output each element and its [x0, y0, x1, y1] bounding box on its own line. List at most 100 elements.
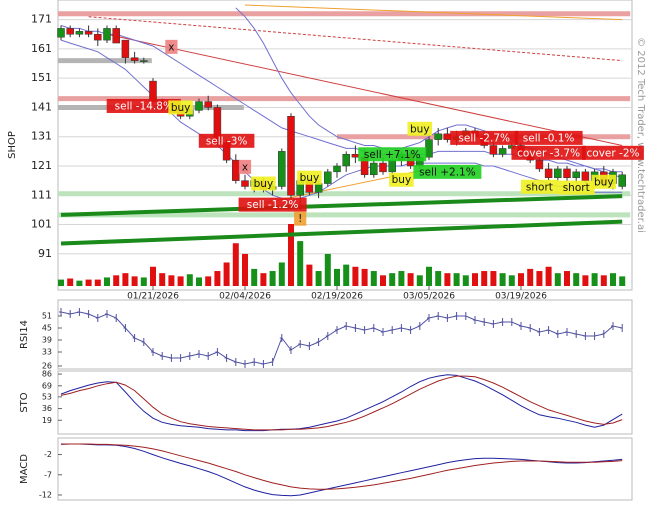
annotation-label: x: [242, 161, 248, 173]
volume-bar: [131, 276, 138, 286]
candle-body: [57, 28, 65, 38]
volume-bar: [168, 275, 175, 286]
volume-bar: [527, 268, 534, 286]
volume-bar: [297, 241, 304, 286]
annotation-label: buy: [410, 123, 430, 135]
candle-body: [563, 168, 571, 178]
y-tick-label: 36: [42, 404, 52, 413]
annotation-box: [450, 130, 519, 145]
candle-body: [75, 31, 84, 35]
x-tick-label: 02/19/2026: [311, 292, 363, 302]
y-tick-label: 141: [31, 100, 52, 113]
annotation-label: short: [563, 182, 590, 194]
volume-bar: [315, 271, 322, 286]
volume-bar: [554, 273, 561, 286]
volume-bar: [150, 266, 156, 286]
y-tick-label: 101: [31, 218, 52, 231]
annotation-box: [238, 197, 307, 212]
annotation-label: sell +7.1%: [364, 149, 421, 161]
y-tick-label: 86: [42, 370, 52, 379]
volume-bar: [159, 273, 166, 286]
volume-bar: [591, 273, 598, 286]
volume-bar: [370, 271, 377, 286]
annotation-label: sell -14.8%: [115, 100, 173, 112]
volume-bar: [269, 271, 276, 286]
annotation-box: [514, 130, 583, 145]
volume-bar: [140, 277, 147, 286]
volume-bar: [343, 264, 350, 286]
candle-body: [324, 171, 332, 184]
y-tick-label: 171: [31, 13, 52, 26]
candle-body: [204, 101, 212, 108]
y-tick-label: 45: [42, 324, 52, 333]
y-tick-label: 53: [42, 392, 52, 401]
candle-body: [618, 174, 626, 187]
y-tick-label: 51: [42, 312, 52, 321]
volume-bar: [334, 268, 340, 286]
volume-bar: [407, 273, 414, 286]
volume-bar: [177, 276, 184, 286]
candle-body: [581, 171, 590, 181]
candle-body: [121, 39, 130, 58]
volume-bar: [490, 271, 497, 286]
annotation-label: x: [168, 41, 174, 53]
candle-body: [544, 168, 553, 178]
series-line: [60, 443, 623, 497]
y-tick-label: -7: [44, 470, 52, 479]
annotation-box: [106, 98, 181, 113]
annotation-box: [297, 170, 322, 185]
annotation-label: buy: [300, 172, 320, 184]
volume-bar: [536, 271, 543, 286]
annotation-label: buy: [171, 102, 191, 114]
y-tick-label: 111: [31, 188, 52, 201]
volume-bar: [426, 266, 432, 286]
x-tick-label: 03/19/2026: [495, 292, 547, 302]
volume-bar: [435, 271, 442, 286]
volume-bar: [573, 273, 580, 286]
candle-body: [351, 154, 360, 158]
candle-body: [388, 159, 396, 173]
candle-body: [66, 28, 74, 35]
volume-bar: [361, 268, 368, 286]
annotation-box: [294, 211, 307, 226]
volume-bar: [499, 273, 506, 286]
volume-bar: [223, 262, 230, 286]
volume-bar: [67, 278, 74, 286]
candle-body: [232, 159, 240, 181]
volume-bar: [122, 273, 129, 286]
y-tick-label: 26: [42, 362, 52, 371]
volume-bar: [389, 273, 396, 286]
volume-bar: [278, 262, 285, 286]
trend-line: [106, 33, 623, 146]
y-tick-label: 39: [42, 336, 52, 345]
x-tick-label: 02/04/2026: [219, 292, 271, 302]
panel: [57, 299, 633, 370]
volume-bar: [462, 275, 469, 286]
candle-body: [572, 171, 580, 178]
volume-bar: [196, 277, 202, 286]
volume-bar: [205, 276, 212, 286]
candle-body: [195, 101, 203, 111]
annotation-label: short: [526, 181, 553, 193]
volume-bar: [472, 273, 478, 286]
annotation-label: sell -2.7%: [458, 132, 510, 144]
x-tick-label: 01/21/2026: [127, 292, 179, 302]
volume-bar: [113, 275, 120, 286]
candle-body: [370, 162, 378, 176]
candle-body: [84, 31, 93, 35]
volume-bar: [214, 271, 221, 286]
y-tick-label: 19: [42, 416, 52, 425]
series-line: [60, 374, 623, 432]
volume-bar: [444, 273, 451, 286]
annotation-box: [168, 100, 193, 115]
volume-bar: [481, 271, 488, 286]
annotation-label: sell -1.2%: [247, 199, 299, 211]
x-tick-label: 03/05/2026: [403, 292, 455, 302]
trend-line: [88, 16, 623, 62]
annotation-label: sell -3%: [206, 135, 248, 147]
candle-body: [498, 148, 507, 155]
annotation-box: [413, 164, 482, 179]
volume-bar: [186, 274, 193, 286]
volume-bar: [398, 271, 405, 286]
y-axis-label: SHOP: [7, 131, 18, 159]
